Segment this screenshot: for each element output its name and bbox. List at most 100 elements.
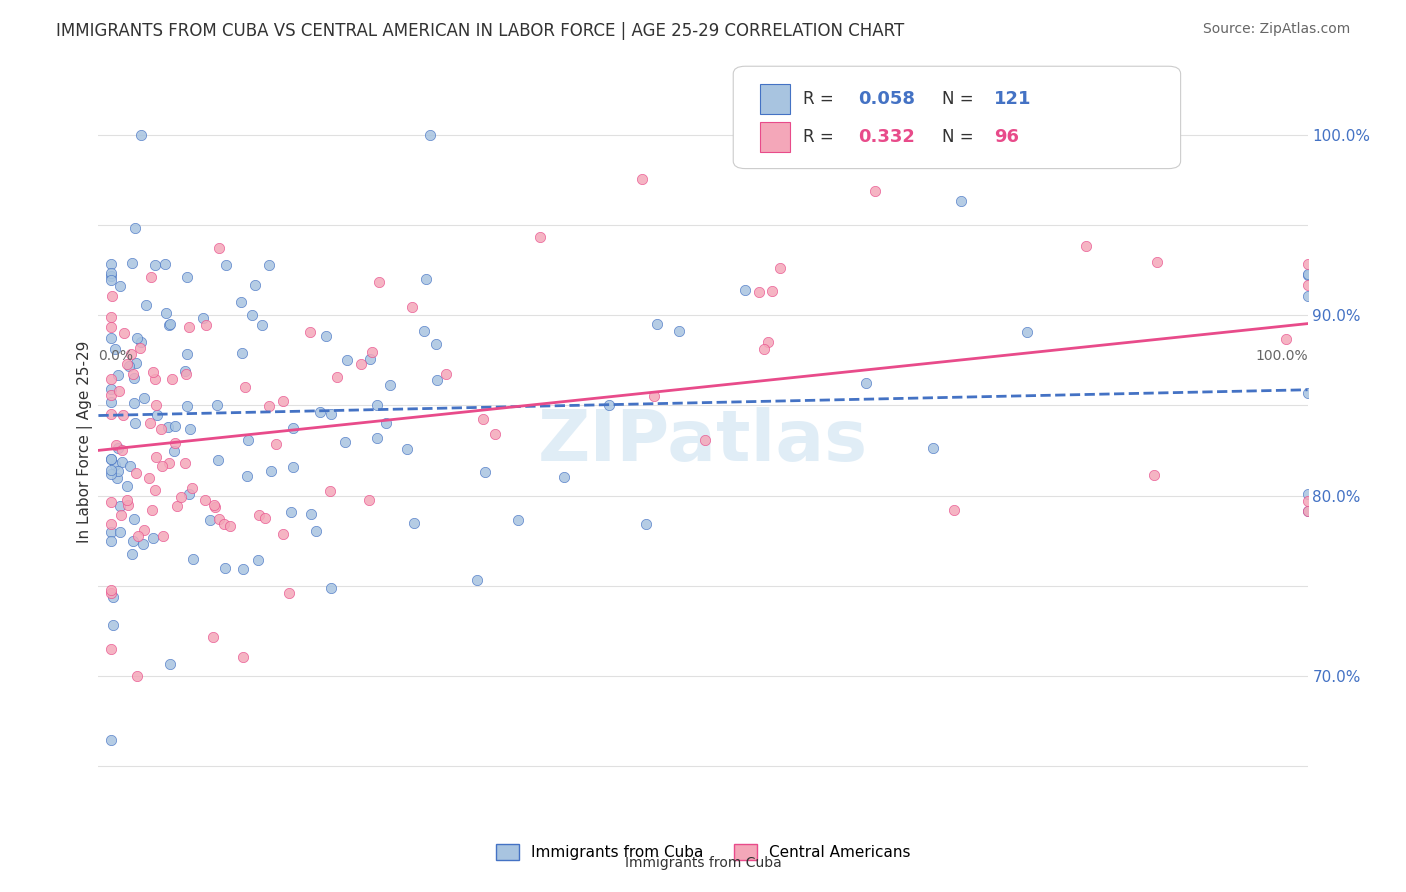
Central Americans (233, 379, 256, 393)
Immigrants from Cuba (305, 524, 328, 538)
Central Americans (1275, 332, 1298, 346)
Central Americans (1146, 255, 1168, 269)
Immigrants from Cuba (232, 562, 254, 576)
Immigrants from Cuba (100, 273, 122, 287)
Immigrants from Cuba (104, 343, 127, 357)
Text: 121: 121 (994, 90, 1032, 108)
Immigrants from Cuba (198, 513, 221, 527)
Immigrants from Cuba (215, 258, 238, 272)
Central Americans (218, 519, 240, 533)
Central Americans (204, 500, 226, 514)
Central Americans (484, 427, 506, 442)
Central Americans (117, 492, 139, 507)
Immigrants from Cuba (921, 442, 943, 456)
Immigrants from Cuba (179, 422, 201, 436)
Immigrants from Cuba (159, 318, 181, 332)
Immigrants from Cuba (142, 531, 165, 545)
Text: IMMIGRANTS FROM CUBA VS CENTRAL AMERICAN IN LABOR FORCE | AGE 25-29 CORRELATION : IMMIGRANTS FROM CUBA VS CENTRAL AMERICAN… (56, 22, 904, 40)
Immigrants from Cuba (121, 256, 143, 270)
Immigrants from Cuba (465, 573, 488, 587)
FancyBboxPatch shape (734, 66, 1181, 169)
Central Americans (121, 368, 143, 382)
Immigrants from Cuba (396, 442, 419, 457)
Immigrants from Cuba (1296, 268, 1319, 282)
Central Americans (145, 398, 167, 412)
Immigrants from Cuba (155, 305, 177, 319)
Central Americans (319, 484, 342, 499)
Central Americans (247, 508, 270, 522)
Central Americans (145, 450, 167, 464)
Central Americans (150, 422, 173, 436)
Immigrants from Cuba (375, 416, 398, 430)
Central Americans (100, 583, 122, 598)
Immigrants from Cuba (425, 337, 447, 351)
Immigrants from Cuba (104, 458, 127, 472)
Immigrants from Cuba (100, 733, 122, 747)
Central Americans (253, 511, 276, 525)
Central Americans (129, 341, 152, 355)
Central Americans (769, 261, 792, 276)
Central Americans (100, 516, 122, 531)
Central Americans (761, 285, 783, 299)
Central Americans (100, 586, 122, 600)
Central Americans (326, 370, 349, 384)
Central Americans (152, 528, 174, 542)
Immigrants from Cuba (260, 464, 283, 478)
Immigrants from Cuba (107, 368, 129, 383)
Immigrants from Cuba (366, 431, 388, 445)
Immigrants from Cuba (474, 466, 496, 480)
Central Americans (202, 498, 225, 512)
Immigrants from Cuba (176, 399, 198, 413)
Central Americans (1296, 493, 1319, 508)
Central Americans (125, 669, 148, 683)
Central Americans (1074, 239, 1097, 253)
Immigrants from Cuba (1296, 504, 1319, 518)
Immigrants from Cuba (181, 552, 204, 566)
Text: Immigrants from Cuba: Immigrants from Cuba (624, 855, 782, 870)
Immigrants from Cuba (333, 434, 356, 449)
Immigrants from Cuba (146, 409, 169, 423)
Central Americans (173, 456, 195, 470)
Central Americans (142, 365, 165, 379)
Immigrants from Cuba (100, 257, 122, 271)
Immigrants from Cuba (1296, 385, 1319, 400)
Immigrants from Cuba (207, 453, 229, 467)
Central Americans (361, 345, 384, 359)
Immigrants from Cuba (426, 373, 449, 387)
Immigrants from Cuba (131, 334, 153, 349)
Central Americans (232, 650, 254, 665)
Central Americans (100, 407, 122, 421)
Central Americans (111, 442, 134, 457)
Central Americans (150, 458, 173, 473)
Immigrants from Cuba (100, 266, 122, 280)
Immigrants from Cuba (125, 356, 148, 370)
Central Americans (472, 412, 495, 426)
Central Americans (1296, 257, 1319, 271)
Immigrants from Cuba (645, 317, 668, 331)
Central Americans (105, 438, 128, 452)
Immigrants from Cuba (250, 318, 273, 333)
Central Americans (112, 326, 135, 340)
Immigrants from Cuba (319, 407, 342, 421)
Immigrants from Cuba (122, 512, 145, 526)
Immigrants from Cuba (1296, 267, 1319, 281)
Central Americans (139, 416, 162, 430)
Central Americans (208, 512, 231, 526)
Central Americans (100, 388, 122, 402)
Immigrants from Cuba (121, 534, 143, 549)
Central Americans (212, 516, 235, 531)
Central Americans (108, 384, 131, 398)
Central Americans (756, 334, 779, 349)
Immigrants from Cuba (108, 525, 131, 540)
Immigrants from Cuba (415, 272, 437, 286)
Central Americans (631, 171, 654, 186)
Immigrants from Cuba (335, 352, 357, 367)
Immigrants from Cuba (100, 467, 122, 482)
Immigrants from Cuba (205, 398, 228, 412)
Central Americans (100, 320, 122, 334)
Immigrants from Cuba (159, 657, 181, 672)
Immigrants from Cuba (247, 553, 270, 567)
Central Americans (111, 409, 134, 423)
Immigrants from Cuba (378, 377, 401, 392)
Immigrants from Cuba (101, 618, 124, 632)
